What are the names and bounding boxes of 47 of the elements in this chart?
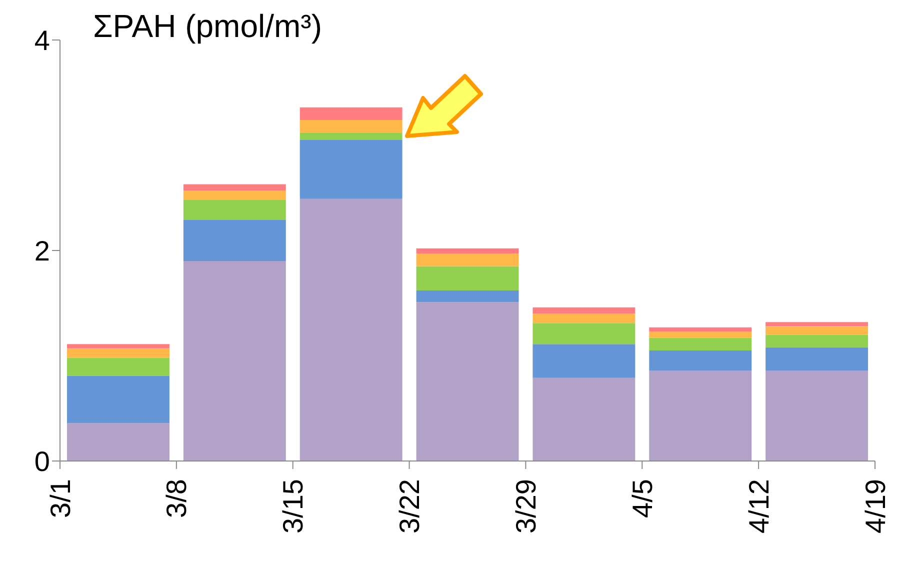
- bar: [416, 266, 519, 290]
- bar: [67, 423, 170, 461]
- x-tick-label: 3/15: [278, 479, 309, 534]
- bar: [766, 347, 868, 370]
- bar: [300, 120, 402, 133]
- bar: [183, 184, 286, 191]
- bar: [766, 334, 868, 348]
- bar: [649, 338, 752, 350]
- bar: [183, 220, 286, 262]
- bar: [67, 358, 170, 376]
- x-tick-label: 4/19: [860, 479, 891, 534]
- bar: [300, 132, 402, 140]
- bar: [183, 261, 286, 461]
- y-tick-label: 2: [34, 235, 50, 266]
- bar: [416, 302, 519, 461]
- chart-title: ΣPAH (pmol/m³): [93, 8, 322, 45]
- bar: [300, 140, 402, 199]
- bar: [183, 200, 286, 220]
- bar: [416, 290, 519, 302]
- bar: [532, 323, 636, 344]
- bar: [300, 107, 402, 120]
- x-tick-label: 3/8: [161, 479, 192, 518]
- bar: [416, 248, 519, 254]
- bar: [67, 344, 170, 348]
- y-tick-label: 4: [34, 24, 50, 56]
- bar: [67, 348, 170, 358]
- bar: [532, 314, 636, 324]
- bar: [532, 378, 636, 461]
- bar: [300, 198, 402, 461]
- bar: [532, 307, 636, 314]
- bar: [649, 332, 752, 338]
- bar: [649, 370, 752, 461]
- x-tick-label: 4/5: [626, 479, 658, 518]
- x-tick-label: 3/29: [510, 479, 542, 534]
- x-tick-label: 3/22: [394, 479, 426, 534]
- bar: [416, 254, 519, 266]
- x-tick-label: 3/1: [44, 479, 76, 518]
- x-tick-label: 4/12: [743, 479, 774, 534]
- bar: [649, 350, 752, 370]
- bar: [766, 370, 868, 461]
- bar: [532, 344, 636, 378]
- bar: [766, 326, 868, 335]
- bar: [183, 190, 286, 200]
- bar: [766, 322, 868, 326]
- y-tick-label: 0: [34, 446, 50, 477]
- bar: [67, 376, 170, 424]
- bar: [649, 327, 752, 332]
